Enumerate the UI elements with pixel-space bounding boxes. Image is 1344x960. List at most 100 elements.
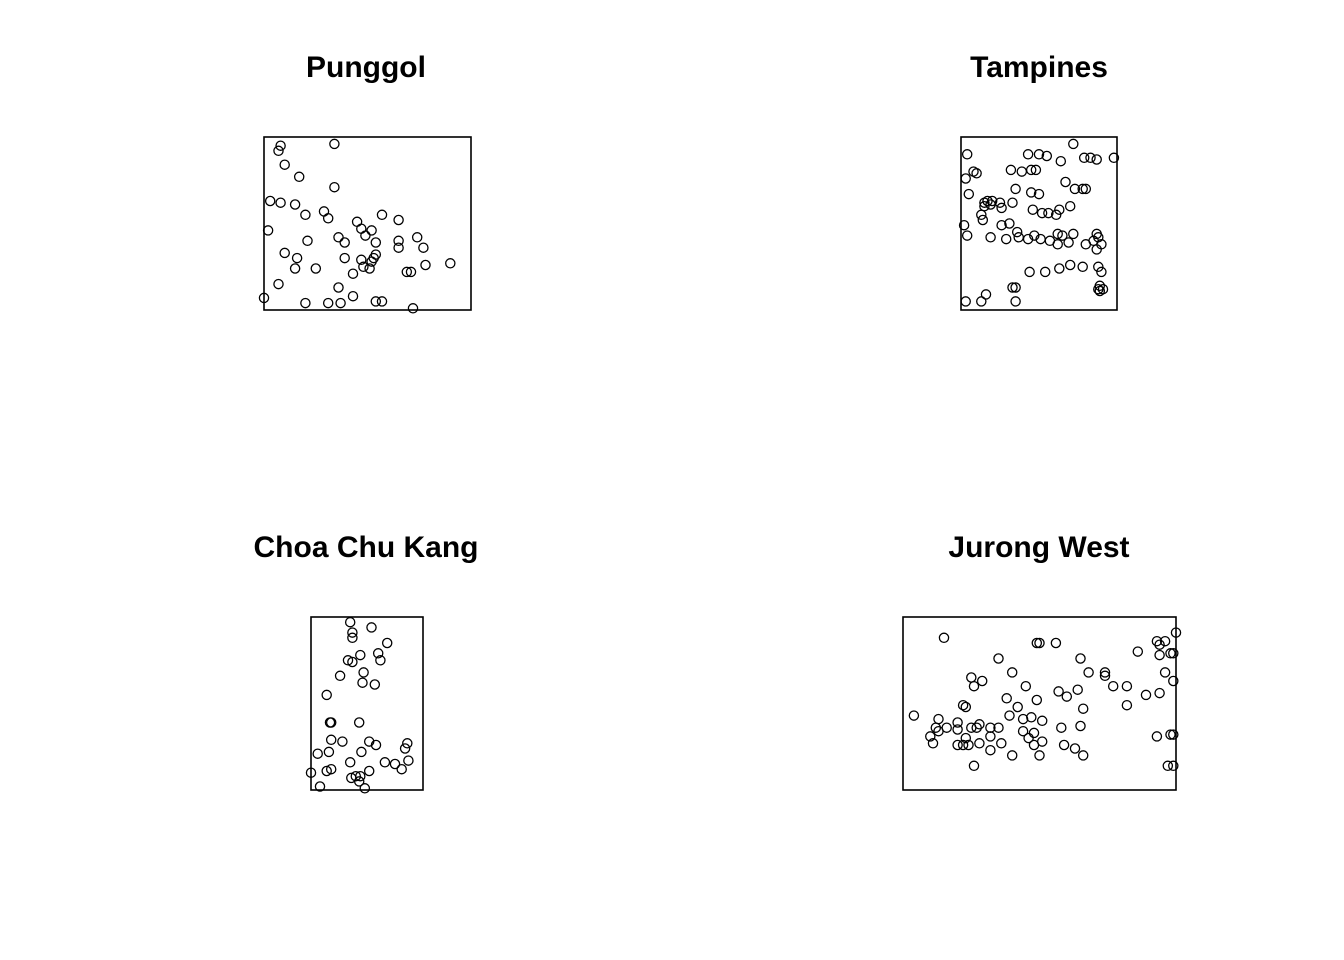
data-point	[938, 632, 950, 644]
panel-choa-chu-kang: Choa Chu Kang	[254, 531, 479, 794]
data-point	[357, 677, 368, 688]
data-point	[399, 743, 411, 754]
data-point	[363, 736, 375, 747]
data-point	[1056, 722, 1067, 733]
data-point	[1055, 155, 1067, 167]
panel-title-punggol: Punggol	[306, 51, 426, 84]
data-point	[1093, 261, 1104, 273]
data-point	[1168, 675, 1179, 687]
data-point	[961, 230, 973, 241]
data-point	[1030, 164, 1042, 176]
data-point	[325, 734, 337, 746]
data-point	[976, 296, 987, 307]
data-point	[1154, 687, 1165, 699]
data-point	[356, 254, 367, 266]
data-point	[1080, 183, 1092, 195]
data-point	[329, 181, 340, 193]
data-point	[329, 138, 340, 150]
data-point	[908, 710, 920, 721]
data-point	[314, 781, 326, 792]
data-point	[396, 763, 407, 775]
plot-frame-jurong-west	[902, 616, 1177, 791]
data-point	[1168, 648, 1179, 659]
data-point	[310, 263, 322, 274]
data-point	[1168, 760, 1179, 772]
data-point	[1165, 648, 1176, 659]
data-point	[324, 717, 336, 728]
data-point	[289, 263, 301, 274]
data-point	[977, 214, 989, 226]
data-point	[968, 680, 980, 692]
data-point	[1050, 209, 1062, 221]
data-point	[971, 722, 982, 733]
data-point	[1041, 150, 1053, 162]
data-point	[300, 297, 311, 309]
data-point	[1036, 715, 1048, 727]
data-point	[1072, 684, 1083, 695]
data-point	[420, 259, 431, 271]
data-point	[347, 268, 359, 279]
data-point	[1004, 218, 1015, 229]
data-point	[350, 770, 362, 782]
data-point	[1052, 239, 1063, 250]
data-point	[960, 296, 971, 307]
data-point	[322, 297, 334, 309]
data-point	[393, 214, 404, 226]
data-point	[1005, 164, 1017, 176]
data-point	[347, 627, 358, 638]
data-point	[941, 722, 952, 733]
data-point	[355, 649, 366, 661]
data-point	[381, 637, 393, 649]
panel-title-tampines: Tampines	[970, 51, 1108, 84]
data-point	[974, 719, 985, 730]
data-point	[1000, 233, 1012, 245]
data-point	[1031, 637, 1043, 649]
data-point	[933, 713, 944, 725]
data-point	[925, 731, 936, 742]
data-point	[1022, 233, 1034, 245]
data-point	[344, 757, 356, 768]
data-point	[1012, 701, 1023, 713]
data-point	[1077, 750, 1089, 761]
data-point	[369, 679, 381, 690]
data-point	[1078, 152, 1090, 164]
data-point	[1093, 232, 1104, 243]
data-point	[971, 168, 982, 179]
data-point	[347, 656, 358, 668]
data-point	[1096, 266, 1107, 278]
data-point	[952, 717, 963, 728]
data-point	[976, 675, 988, 687]
data-point	[407, 303, 419, 314]
data-point	[1010, 282, 1021, 293]
data-point	[1097, 283, 1109, 295]
data-point	[264, 195, 276, 207]
data-point	[364, 263, 375, 274]
data-point	[1060, 176, 1071, 188]
data-point	[321, 689, 332, 701]
data-point	[1001, 693, 1012, 704]
data-point	[1151, 635, 1163, 647]
data-point	[996, 738, 1007, 749]
data-point	[1064, 259, 1076, 271]
data-point	[958, 219, 970, 231]
data-point	[1077, 703, 1089, 714]
data-point	[335, 297, 346, 309]
data-point	[1068, 228, 1079, 240]
data-point	[1006, 750, 1018, 761]
data-point	[279, 247, 290, 259]
data-point	[418, 242, 429, 253]
data-point	[985, 232, 996, 243]
data-point	[1083, 667, 1094, 678]
data-point	[1064, 200, 1076, 212]
data-point	[1029, 230, 1040, 241]
data-point	[1036, 207, 1048, 219]
data-point	[1007, 197, 1018, 208]
data-point	[333, 282, 344, 293]
data-point	[411, 232, 423, 243]
data-point	[1069, 183, 1081, 195]
data-point	[996, 219, 1007, 231]
data-point	[273, 145, 284, 157]
data-point	[1121, 699, 1133, 711]
data-point	[1006, 667, 1018, 678]
data-point	[445, 258, 456, 269]
